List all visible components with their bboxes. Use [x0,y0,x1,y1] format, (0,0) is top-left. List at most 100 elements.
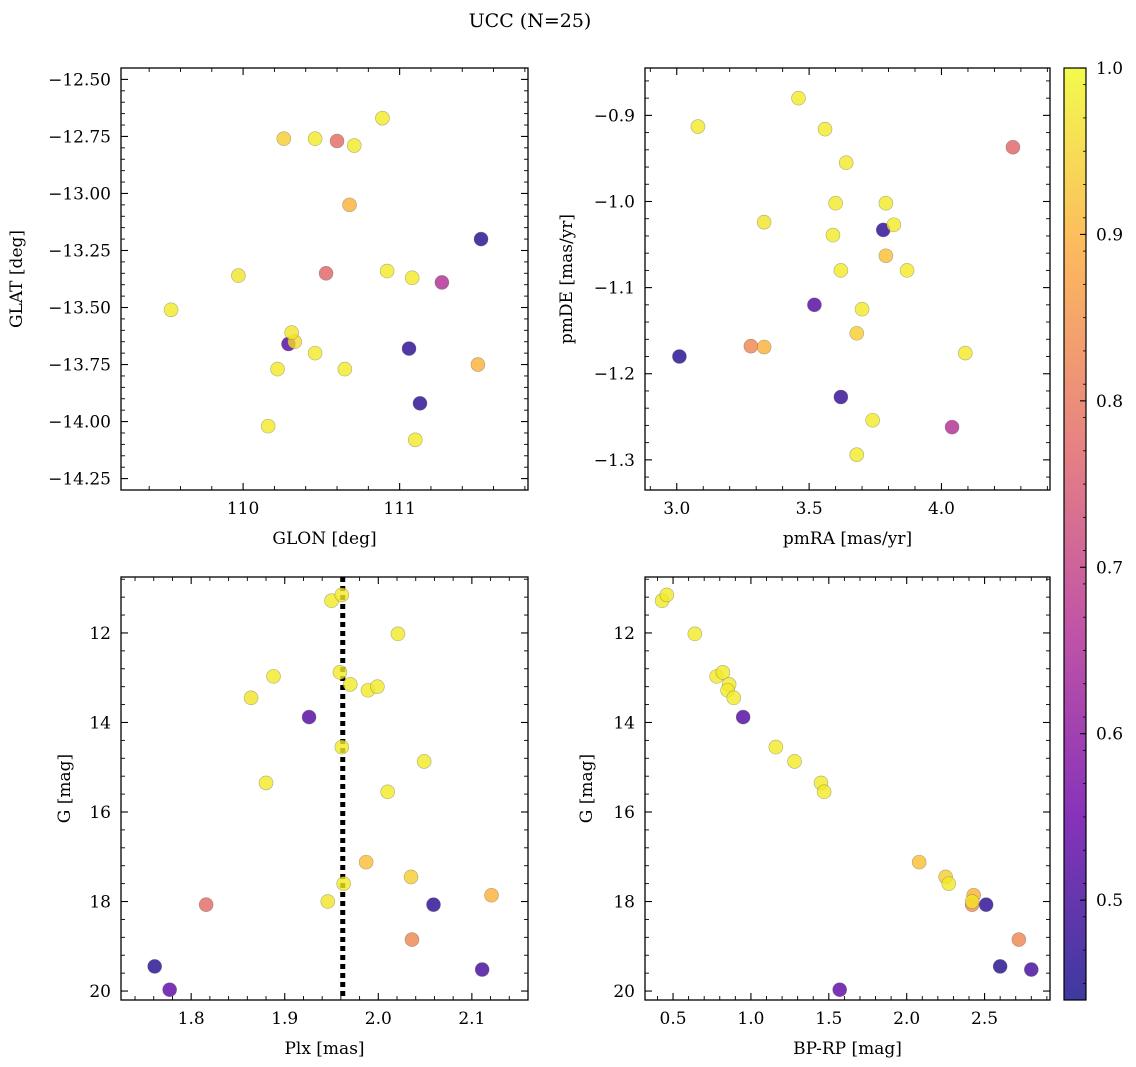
data-point [390,626,406,642]
data-point [332,665,348,680]
y-tick-label: 14 [89,713,111,733]
x-tick-label: 4.0 [928,499,955,519]
x-tick-label: 2.0 [365,1009,392,1029]
panel-glon-glat: 110 111 −12.50 −12.75 −13.00 −13.25 −13.50 −13.… [7,67,529,549]
data-point [672,349,687,364]
data-point [346,138,362,153]
data-point [426,897,441,912]
data-point [854,301,870,317]
data-point [768,739,784,755]
data-point [407,432,423,448]
data-point [1011,932,1027,947]
data-point [791,90,806,106]
data-point [198,897,214,912]
x-axis-label: pmRA [mas/yr] [783,529,912,549]
data-point [828,195,843,211]
x-tick-label: 2.0 [893,1009,920,1029]
data-point [484,887,499,903]
data-point [334,587,350,603]
y-tick-label: −12.50 [48,70,111,90]
plot-frame [644,576,1051,1001]
colorbar: 0.5 0.6 0.7 0.8 0.9 1.0 [1063,59,1123,1001]
y-tick-label: 20 [613,982,635,1002]
data-point [911,854,927,870]
data-point [147,959,162,974]
x-tick-label: 1.8 [178,1009,205,1029]
data-point [849,325,865,341]
data-point [434,275,450,290]
y-tick-label: −1.0 [594,192,635,212]
data-point [337,361,353,377]
data-point [816,784,832,800]
data-point [342,677,358,692]
panel-color-magnitude: 0.5 1.0 1.5 2.0 2.5 12 14 16 18 20 BP-RP [mag] G [m… [577,576,1051,1059]
data-point [1024,962,1039,977]
data-point [358,854,374,870]
y-tick-label: −0.9 [594,106,635,126]
data-point [735,709,751,725]
data-point [817,121,833,137]
colorbar-tick-label: 0.7 [1096,558,1123,578]
data-point [401,341,417,356]
data-point [687,626,703,642]
data-point [334,739,350,755]
x-tick-label: 2.1 [458,1009,485,1029]
data-point [756,339,772,355]
colorbar-tick-label: 0.9 [1096,225,1123,245]
y-tick-label: −13.75 [48,356,111,376]
plot-frame [120,67,529,491]
y-axis-label: G [mag] [55,754,75,823]
x-tick-label: 3.5 [796,499,823,519]
data-point [832,982,848,998]
data-point [944,419,960,435]
data-point [756,214,772,230]
data-point [375,110,390,126]
data-point [231,268,246,283]
data-point [992,959,1008,974]
data-point [320,894,336,909]
data-point [412,396,428,411]
data-point [336,876,351,891]
data-point [329,133,345,149]
data-point [941,876,957,891]
y-tick-label: 18 [89,893,111,913]
panel-proper-motion: 3.0 3.5 4.0 −0.9 −1.0 −1.1 −1.2 −1.3 pmRA [mas/y… [557,67,1051,549]
data-point [838,155,854,171]
y-tick-label: −13.25 [48,241,111,261]
colorbar-tick-label: 1.0 [1096,59,1123,79]
data-point [807,297,822,313]
y-tick-label: 18 [613,893,635,913]
data-point [342,197,357,213]
data-point [899,263,915,278]
y-tick-label: −1.3 [594,451,635,471]
data-point [470,357,486,372]
x-tick-label: 1.9 [271,1009,298,1029]
data-point [715,665,731,680]
data-point [878,195,894,211]
data-point [370,679,385,694]
data-point [404,270,420,286]
data-point [403,869,419,885]
x-tick-label: 3.0 [663,499,690,519]
y-tick-label: −1.1 [594,279,635,299]
data-point [260,418,276,434]
data-point [243,690,259,706]
data-point [276,131,292,147]
data-point [659,587,675,603]
data-point [270,361,285,377]
y-tick-label: −13.00 [48,184,111,204]
data-point [957,345,973,361]
data-point [964,894,980,909]
data-point [1005,139,1021,155]
x-axis-label: Plx [mas] [284,1039,364,1059]
x-tick-label: 110 [227,499,259,519]
data-point [865,412,880,428]
data-point [886,217,902,233]
figure-title: UCC (N=25) [469,10,592,32]
data-point [833,389,849,405]
x-axis-label: BP-RP [mag] [793,1039,902,1059]
x-axis-label: GLON [deg] [272,529,376,549]
data-point [379,263,395,279]
y-axis-label: pmDE [mas/yr] [557,214,577,344]
